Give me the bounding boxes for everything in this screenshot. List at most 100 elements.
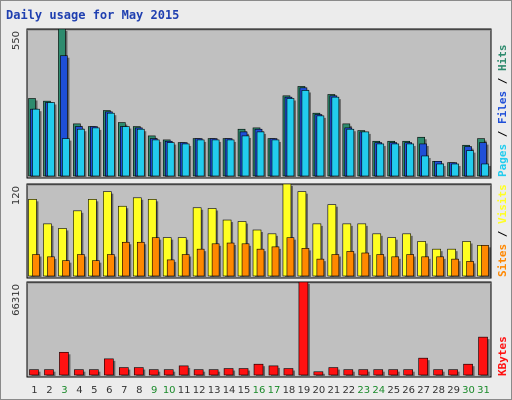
pages-bar (166, 142, 175, 177)
sites-bar (32, 254, 40, 277)
sites-bar (361, 252, 370, 277)
pages-bar (376, 143, 385, 177)
pages-bar (331, 96, 340, 177)
x-tick-label: 2 (46, 385, 52, 396)
x-tick-label: 6 (106, 385, 112, 396)
kbytes-bar (119, 367, 129, 376)
y-max-label: 66310 (11, 284, 22, 316)
pages-bar (346, 128, 355, 177)
x-tick-label: 15 (238, 385, 251, 396)
sites-bar (301, 248, 310, 277)
legend-files: Files (496, 91, 509, 124)
kbytes-bar (433, 369, 443, 376)
sites-bar (92, 260, 100, 277)
pages-bar (151, 139, 160, 177)
x-tick-label: 14 (223, 385, 236, 396)
pages-bar (77, 128, 85, 177)
kbytes-bar (253, 363, 264, 376)
pages-bar (47, 102, 55, 177)
pages-bar (32, 108, 40, 177)
y-max-label: 550 (11, 31, 22, 50)
kbytes-bar (104, 358, 114, 376)
x-tick-label: 12 (193, 385, 206, 396)
legend-visits: Visits (496, 184, 509, 224)
sites-bar (241, 243, 250, 277)
pages-bar (316, 115, 325, 177)
x-tick-label: 17 (268, 385, 281, 396)
kbytes-bar (313, 371, 324, 376)
kbytes-bar (478, 336, 488, 376)
sites-bar (136, 241, 145, 277)
sites-bar (421, 256, 429, 277)
legend-kbytes: KBytes (496, 336, 509, 376)
y-max-label: 120 (11, 186, 22, 205)
x-tick-label: 21 (327, 385, 340, 396)
pages-bar (196, 139, 205, 177)
x-tick-label: 4 (76, 385, 82, 396)
x-tick-label: 19 (298, 385, 311, 396)
x-tick-label: 7 (121, 385, 127, 396)
legend-kbytes: KBytes (496, 336, 509, 376)
kbytes-bar (358, 369, 369, 376)
sites-bar (286, 237, 295, 277)
kbytes-bar (268, 365, 279, 376)
sites-bar (107, 254, 115, 277)
sites-bar (77, 254, 85, 277)
kbytes-bar-shadow (315, 373, 325, 377)
sites-bar (226, 242, 235, 277)
x-tick-label: 31 (477, 385, 490, 396)
pages-bar (481, 163, 489, 177)
kbytes-bar (29, 369, 39, 376)
x-tick-label: 1 (31, 385, 37, 396)
legend-separator: / (496, 71, 509, 91)
x-tick-label: 25 (387, 385, 400, 396)
kbytes-bar (74, 369, 84, 376)
pages-bar (271, 139, 280, 177)
sites-bar (196, 248, 205, 277)
x-tick-label: 18 (283, 385, 296, 396)
pages-bar (62, 138, 70, 177)
x-tick-label: 9 (151, 385, 157, 396)
kbytes-bar (59, 351, 69, 376)
sites-bar (256, 248, 265, 277)
x-tick-label: 5 (91, 385, 97, 396)
pages-bar (226, 139, 235, 177)
pages-bar (107, 112, 115, 177)
x-tick-label: 26 (402, 385, 415, 396)
pages-bar (241, 135, 250, 177)
x-tick-label: 24 (372, 385, 385, 396)
kbytes-bar (298, 281, 309, 376)
sites-bar (406, 254, 414, 277)
chart-title: Daily usage for May 2015 (6, 8, 180, 22)
kbytes-bar (373, 369, 384, 376)
sites-bar (166, 259, 175, 277)
pages-bar (466, 150, 474, 177)
pages-bar (136, 128, 145, 177)
x-tick-label: 22 (342, 385, 355, 396)
legend-sites: Sites (496, 244, 509, 277)
sites-bar (481, 245, 489, 277)
sites-bar (436, 256, 444, 277)
pages-bar (92, 127, 100, 177)
kbytes-bar (328, 367, 339, 376)
kbytes-bar (343, 369, 354, 376)
kbytes-bar (163, 369, 174, 376)
pages-bar (391, 143, 400, 177)
kbytes-bar (89, 369, 99, 376)
sites-bar (346, 251, 355, 277)
sites-bar (122, 241, 130, 277)
pages-bar (122, 126, 130, 177)
sites-bar (151, 237, 160, 277)
pages-bar (421, 155, 429, 177)
kbytes-bar (283, 368, 294, 376)
kbytes-bar (448, 369, 458, 376)
x-tick-label: 23 (357, 385, 370, 396)
sites-bar (211, 243, 220, 277)
kbytes-bar (133, 367, 144, 376)
x-tick-label: 30 (462, 385, 475, 396)
sites-bar (391, 256, 400, 277)
sites-bar (47, 256, 55, 277)
kbytes-bar (148, 369, 159, 376)
